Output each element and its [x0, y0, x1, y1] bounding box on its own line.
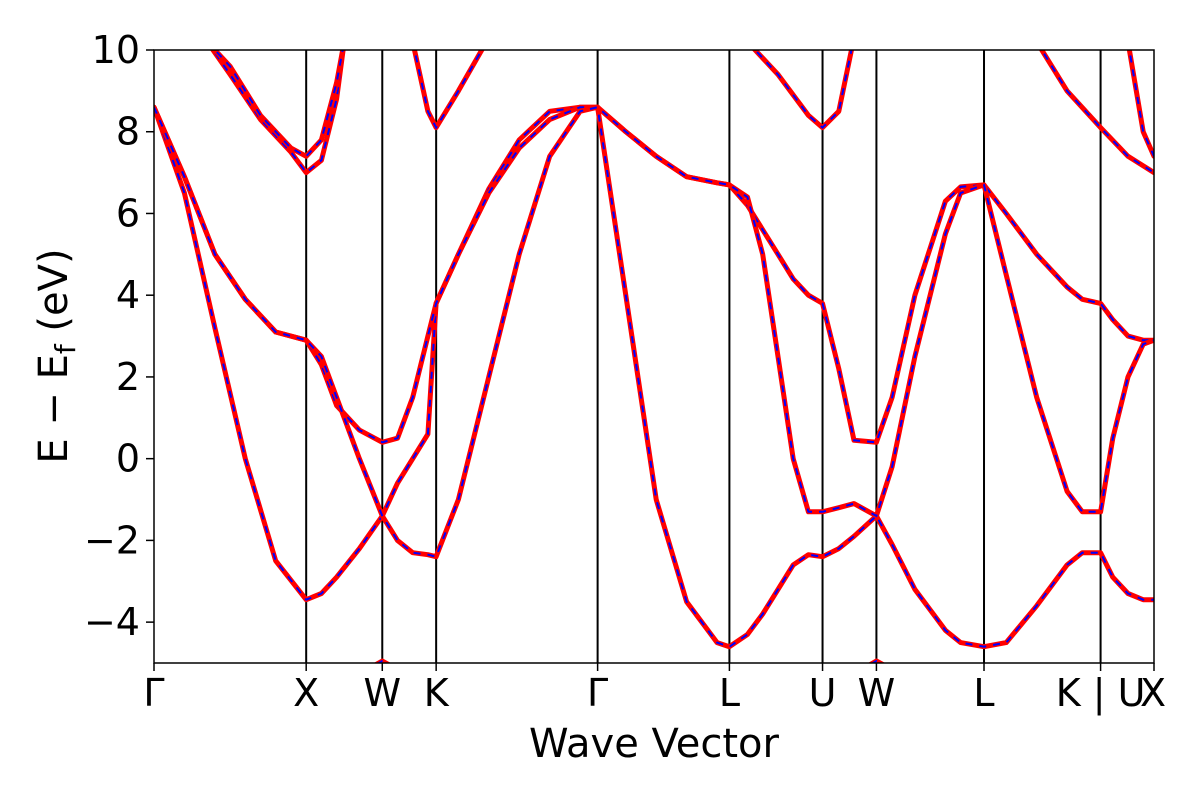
x-tick-label: W: [363, 671, 401, 715]
x-tick-label: K: [424, 671, 450, 715]
band-line-overlay: [376, 659, 388, 663]
y-tick-label: 2: [116, 355, 140, 399]
x-tick-label: Γ: [587, 671, 608, 715]
y-axis-label: E − Ef (eV): [31, 248, 82, 463]
x-tick-label: L: [973, 671, 994, 715]
high-symmetry-lines: [305, 50, 1102, 663]
y-axis-label-main: E − E: [31, 354, 77, 464]
band-line-overlay: [870, 659, 883, 663]
y-tick-label: −2: [84, 518, 140, 562]
band-curves: [154, 50, 1154, 663]
x-tick-label: K | U: [1056, 671, 1146, 716]
x-tick-label: W: [858, 671, 896, 715]
x-tick-label: X: [293, 671, 319, 715]
x-tick-label: L: [719, 671, 740, 715]
x-tick-label: U: [809, 671, 837, 715]
y-axis-ticks: −4 −2 0 2 4 6 8 10: [84, 28, 154, 644]
band-line-overlay: [154, 106, 1154, 601]
y-tick-label: 4: [116, 273, 140, 317]
x-tick-label: X: [1140, 671, 1166, 715]
y-tick-label: 10: [92, 28, 140, 72]
band-line-overlay: [1040, 50, 1154, 174]
band-line-overlay: [154, 106, 1154, 558]
x-tick-label: Γ: [143, 671, 164, 715]
band-line-overlay: [1128, 50, 1154, 157]
y-axis-label-tail: (eV): [31, 248, 77, 344]
band-line: [154, 104, 1154, 650]
band-line-overlay: [211, 50, 345, 175]
plot-background: [154, 50, 1154, 663]
y-tick-label: 8: [116, 110, 140, 154]
y-tick-label: 6: [116, 191, 140, 235]
y-tick-label: −4: [84, 600, 140, 644]
x-axis-label: Wave Vector: [529, 721, 780, 767]
band-line-overlay: [753, 50, 853, 129]
band-line-overlay: [213, 50, 344, 158]
y-axis-label-subscript: f: [49, 343, 82, 354]
y-tick-label: 0: [116, 437, 140, 481]
plot-frame: [153, 49, 1155, 664]
band-line-overlay: [413, 50, 483, 130]
